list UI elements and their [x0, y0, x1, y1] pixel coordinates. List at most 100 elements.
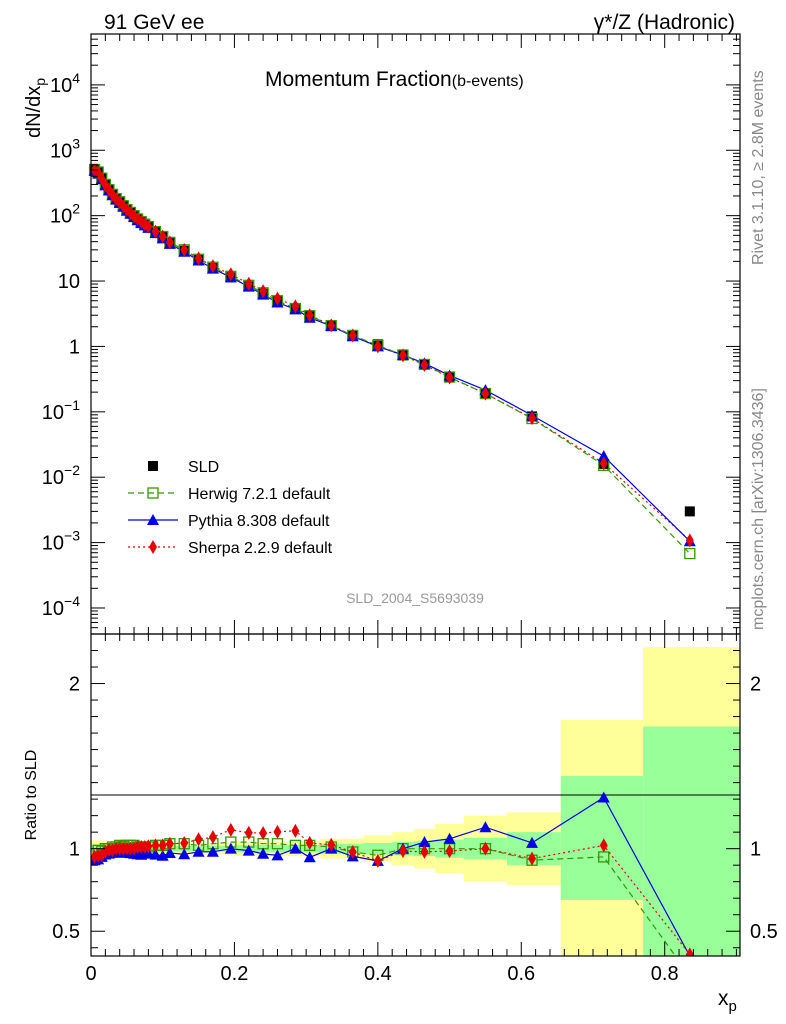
point-sherpa: [165, 235, 174, 250]
uncertainty-band-green: [320, 843, 364, 854]
ratio-line-sherpa: [94, 829, 691, 955]
point-sherpa: [208, 259, 217, 274]
main-panel: 10−4 10−3 10−2 10−1 1 10 102 103 104 Momentum Fr…: [23, 33, 741, 635]
main-y-tick-labels: 10−4 10−3 10−2 10−1 1 10 102 103 104: [42, 70, 80, 620]
side-label-bottom: mcplots.cern.ch [arXiv:1306.3436]: [750, 388, 767, 630]
point-sherpa: [685, 533, 694, 548]
point-sherpa: [291, 299, 300, 314]
y-tick-label: 10−3: [42, 528, 80, 555]
point-sherpa: [259, 284, 268, 299]
ratio-point-sherpa: [398, 843, 407, 858]
series-sherpa: [94, 169, 691, 541]
legend-item-sld: SLD: [148, 459, 219, 476]
legend-marker: [147, 487, 159, 499]
point-sherpa: [398, 348, 407, 363]
ratio-point-pythia: [163, 846, 176, 858]
legend-item-pythia: Pythia 8.308 default: [128, 513, 330, 530]
ratio-ticks: [90, 634, 740, 956]
x-tick-label: 0.6: [507, 963, 535, 985]
ratio-point-pythia: [242, 844, 255, 856]
ratio-point-pythia: [479, 821, 492, 833]
uncertainty-band-green: [363, 842, 393, 855]
point-sherpa: [151, 224, 160, 239]
ratio-y-tick-label: 1: [69, 839, 80, 861]
series-line-herwig: [94, 169, 691, 554]
x-tick-label: 0: [85, 963, 96, 985]
markers-herwig: [88, 164, 696, 560]
ratio-point-sherpa: [291, 823, 300, 838]
y-tick-label: 10: [58, 271, 80, 293]
point-sherpa: [273, 291, 282, 306]
point-sherpa: [528, 411, 537, 426]
point-sld: [684, 506, 695, 517]
point-sherpa: [180, 242, 189, 257]
ratio-point-sherpa: [327, 837, 336, 852]
legend-label: Sherpa 2.2.9 default: [188, 540, 333, 557]
legend-label: Herwig 7.2.1 default: [188, 486, 331, 503]
uncertainty-band-green: [643, 726, 740, 956]
main-y-label-text: dN/dx: [23, 86, 45, 138]
ratio-y-tick-label-right: 1: [750, 839, 761, 861]
legend-marker: [148, 461, 158, 471]
markers-sherpa: [90, 163, 694, 548]
series-herwig: [94, 169, 691, 554]
ratio-point-pythia: [257, 847, 270, 859]
ratio-point-sherpa: [305, 836, 314, 851]
x-axis-label-text: x: [718, 987, 729, 1010]
ratio-point-sherpa: [273, 824, 282, 839]
ratio-point-pythia: [271, 849, 284, 861]
point-sherpa: [144, 219, 153, 234]
ratio-point-sherpa: [180, 836, 189, 851]
ratio-point-pythia: [178, 848, 191, 860]
main-y-label: dN/dxp: [23, 78, 48, 138]
point-sherpa: [481, 386, 490, 401]
x-axis-label-sub: p: [729, 998, 737, 1015]
legend: SLD Herwig 7.2.1 default Pythia 8.308 defa…: [128, 459, 333, 557]
ratio-point-pythia: [289, 842, 302, 854]
side-label-top: Rivet 3.1.10, ≥ 2.8M events: [750, 70, 767, 265]
ratio-point-sherpa: [165, 836, 174, 851]
ratio-y-tick-label: 0.5: [52, 921, 80, 943]
point-sherpa: [445, 370, 454, 385]
point-sherpa: [226, 267, 235, 282]
main-title-sub: (b-events): [452, 73, 524, 90]
point-sherpa: [194, 251, 203, 266]
x-tick-label: 0.8: [651, 963, 679, 985]
point-herwig: [684, 547, 696, 560]
y-tick-label: 10−2: [42, 462, 80, 489]
ratio-point-sherpa: [226, 822, 235, 837]
ratio-panel: 0.5 0.5 1 1 2 2 0 0.2 0.4 0.6 0.8 Ratio to SLD xp: [23, 633, 778, 1015]
ratio-point-sherpa: [259, 826, 268, 841]
ratio-point-sherpa: [144, 839, 153, 854]
ratio-point-sherpa: [445, 844, 454, 859]
ratio-point-sherpa: [151, 838, 160, 853]
point-sherpa: [305, 308, 314, 323]
ratio-series-sherpa: [91, 822, 694, 956]
ratio-tick-labels: 0.5 0.5 1 1 2 2 0 0.2 0.4 0.6 0.8: [52, 674, 778, 985]
ratio-point-sherpa: [348, 844, 357, 859]
ratio-point-pythia: [597, 791, 610, 803]
y-tick-label: 102: [50, 201, 80, 228]
ratio-frame: [90, 633, 741, 957]
ratio-point-sherpa: [244, 825, 253, 840]
legend-item-herwig: Herwig 7.2.1 default: [128, 486, 331, 503]
ratio-point-sherpa: [685, 947, 694, 956]
ratio-point-sherpa: [208, 830, 217, 845]
series-line-pythia: [94, 170, 691, 542]
ratio-point-sherpa: [158, 838, 167, 853]
ratio-point-pythia: [303, 851, 316, 863]
main-ticks: [90, 33, 740, 635]
point-pythia: [597, 450, 610, 462]
series-line-sherpa: [94, 169, 691, 541]
ratio-y-tick-label-right: 2: [750, 674, 761, 696]
ratio-point-pythia: [526, 836, 539, 848]
y-tick-label: 104: [50, 70, 80, 97]
ratio-point-sherpa: [420, 844, 429, 859]
legend-label: Pythia 8.308 default: [188, 513, 330, 530]
point-sherpa: [327, 318, 336, 333]
legend-item-sherpa: Sherpa 2.2.9 default: [128, 540, 333, 557]
ratio-point-pythia: [224, 842, 237, 854]
ratio-point-sherpa: [528, 851, 537, 866]
ratio-point-sherpa: [194, 832, 203, 847]
